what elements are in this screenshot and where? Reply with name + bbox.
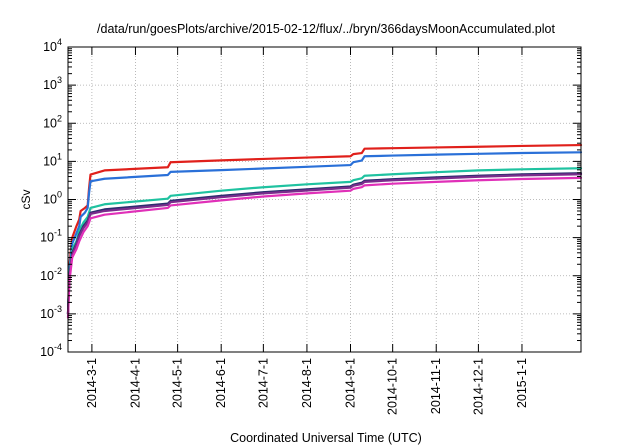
x-axis-label: Coordinated Universal Time (UTC) (230, 431, 422, 445)
y-tick-label: 10-3 (40, 304, 62, 321)
x-tick-label: 2014-7-1 (256, 358, 270, 408)
series-line (66, 151, 583, 315)
y-tick-exponent: 3 (57, 75, 62, 85)
y-tick-label: 103 (43, 75, 62, 92)
y-tick-exponent: 4 (57, 37, 62, 47)
y-tick-exponent: 2 (57, 113, 62, 123)
y-tick-label: 10-4 (40, 342, 62, 359)
grid (68, 47, 581, 352)
y-tick-exponent: 1 (57, 151, 62, 161)
series-line (66, 176, 583, 319)
series-group (66, 143, 583, 319)
y-tick-label: 100 (43, 190, 62, 207)
y-tick-exponent: -4 (54, 342, 62, 352)
x-tick-label: 2014-9-1 (344, 358, 358, 408)
y-tick-label: 10-2 (40, 266, 62, 283)
series-line (66, 172, 583, 315)
y-tick-label: 101 (43, 151, 62, 168)
series-line (66, 173, 583, 315)
x-tick-label: 2014-10-1 (386, 358, 400, 415)
plot-frame (67, 46, 582, 353)
x-tick-label: 2015-1-1 (515, 358, 529, 408)
y-tick-label: 104 (43, 37, 62, 54)
x-tick-label: 2014-6-1 (214, 358, 228, 408)
y-tick-label: 102 (43, 113, 62, 130)
chart-title: /data/run/goesPlots/archive/2015-02-12/f… (97, 22, 555, 36)
x-tick-label: 2014-8-1 (300, 358, 314, 408)
x-tick-label: 2014-4-1 (128, 358, 142, 408)
y-axis-label: cSv (19, 189, 33, 209)
y-tick-exponent: -2 (54, 266, 62, 276)
x-tick-label: 2014-3-1 (85, 358, 99, 408)
x-tick-label: 2014-11-1 (429, 358, 443, 414)
y-tick-label: 10-1 (40, 228, 62, 245)
y-tick-exponent: 0 (57, 190, 62, 200)
x-tick-label: 2014-12-1 (471, 358, 485, 415)
y-tick-exponent: -1 (54, 228, 62, 238)
y-tick-exponent: -3 (54, 304, 62, 314)
x-tick-label: 2014-5-1 (171, 358, 185, 408)
